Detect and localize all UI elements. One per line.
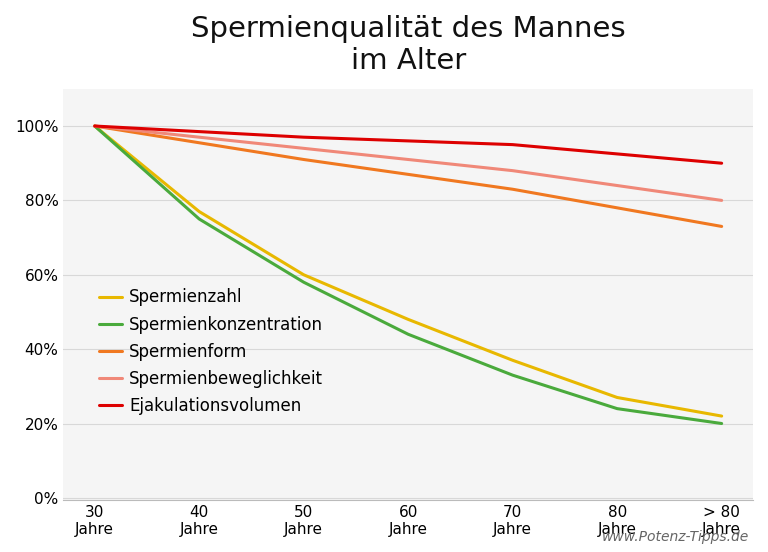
Spermienform xyxy=(90,123,99,129)
Ejakulationsvolumen xyxy=(403,137,412,144)
Title: Spermienqualität des Mannes
im Alter: Spermienqualität des Mannes im Alter xyxy=(191,15,625,76)
Spermienform xyxy=(717,223,727,230)
Spermienbeweglichkeit xyxy=(403,156,412,163)
Text: www.Potenz-Tipps.de: www.Potenz-Tipps.de xyxy=(601,530,749,544)
Spermienform xyxy=(508,186,518,193)
Legend: Spermienzahl, Spermienkonzentration, Spermienform, Spermienbeweglichkeit, Ejakul: Spermienzahl, Spermienkonzentration, Spe… xyxy=(92,282,329,422)
Line: Ejakulationsvolumen: Ejakulationsvolumen xyxy=(94,126,722,163)
Spermienkonzentration xyxy=(403,331,412,338)
Spermienzahl xyxy=(717,413,727,420)
Spermienbeweglichkeit xyxy=(90,123,99,129)
Spermienkonzentration xyxy=(717,420,727,427)
Ejakulationsvolumen xyxy=(299,134,308,141)
Line: Spermienzahl: Spermienzahl xyxy=(94,126,722,416)
Spermienbeweglichkeit xyxy=(299,145,308,152)
Spermienzahl xyxy=(90,123,99,129)
Spermienkonzentration xyxy=(508,372,518,379)
Spermienzahl xyxy=(508,357,518,364)
Line: Spermienbeweglichkeit: Spermienbeweglichkeit xyxy=(94,126,722,200)
Spermienbeweglichkeit xyxy=(194,134,204,141)
Ejakulationsvolumen xyxy=(90,123,99,129)
Ejakulationsvolumen xyxy=(717,160,727,167)
Spermienkonzentration xyxy=(194,216,204,222)
Spermienform xyxy=(299,156,308,163)
Spermienkonzentration xyxy=(613,405,622,412)
Spermienbeweglichkeit xyxy=(613,182,622,189)
Spermienform xyxy=(613,205,622,211)
Spermienbeweglichkeit xyxy=(717,197,727,204)
Spermienzahl xyxy=(613,394,622,401)
Ejakulationsvolumen xyxy=(508,141,518,148)
Spermienzahl xyxy=(403,316,412,323)
Spermienbeweglichkeit xyxy=(508,167,518,174)
Ejakulationsvolumen xyxy=(613,151,622,157)
Spermienzahl xyxy=(299,272,308,278)
Spermienkonzentration xyxy=(299,279,308,285)
Spermienkonzentration xyxy=(90,123,99,129)
Line: Spermienkonzentration: Spermienkonzentration xyxy=(94,126,722,423)
Ejakulationsvolumen xyxy=(194,128,204,135)
Line: Spermienform: Spermienform xyxy=(94,126,722,226)
Spermienform xyxy=(194,140,204,146)
Spermienform xyxy=(403,171,412,178)
Spermienzahl xyxy=(194,208,204,215)
